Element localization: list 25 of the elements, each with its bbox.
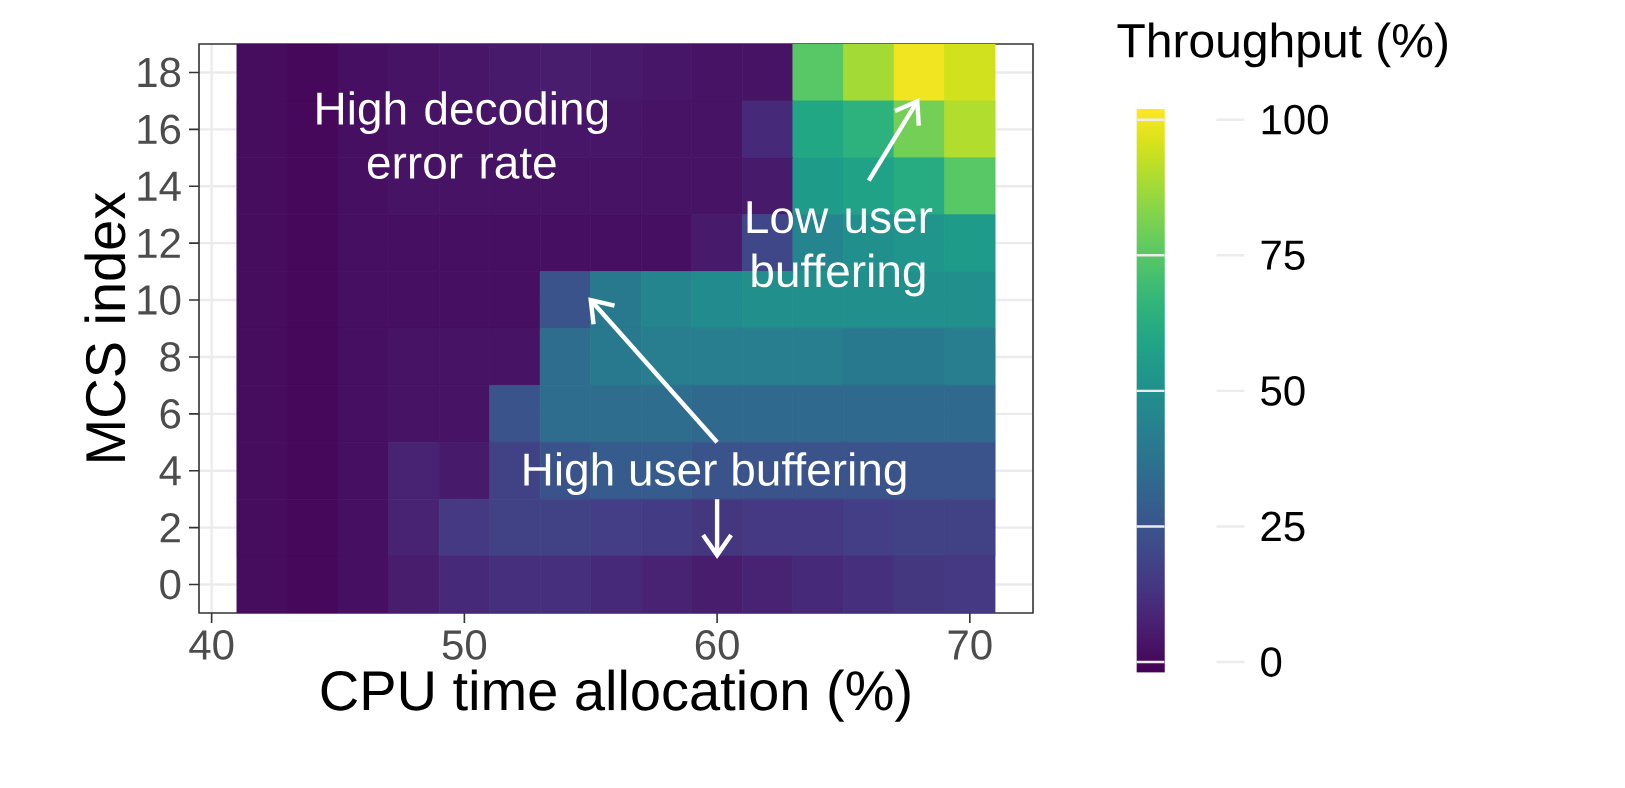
y-tick-label: 2: [160, 512, 180, 543]
color-bar-label: 50: [1261, 376, 1305, 406]
color-bar-label: 75: [1261, 240, 1305, 270]
color-bar-label: 25: [1261, 511, 1305, 542]
x-tick-label: 50: [442, 630, 487, 660]
x-axis-title: CPU time allocation (%): [321, 669, 910, 722]
y-tick-label: 6: [160, 398, 181, 429]
annotation: High user buffering: [524, 452, 906, 496]
y-tick-label: 18: [138, 57, 181, 88]
x-tick-label: 70: [948, 630, 992, 660]
annotation: Low user buffering: [747, 201, 933, 297]
y-axis-title: MCS index: [84, 192, 126, 461]
y-tick-label: 14: [138, 171, 181, 201]
annotation: High decoding error rate: [317, 91, 608, 179]
y-tick-label: 4: [159, 456, 181, 486]
x-tick-label: 60: [695, 630, 739, 660]
y-tick-label: 12: [138, 228, 180, 258]
y-tick-label: 0: [160, 569, 181, 600]
color-bar-label: 0: [1261, 647, 1282, 677]
y-tick-label: 10: [138, 285, 181, 315]
color-bar-label: 100: [1262, 104, 1328, 135]
y-tick-label: 16: [138, 114, 181, 145]
x-tick-label: 40: [189, 630, 234, 660]
color-bar-title: Throughput (%): [1117, 22, 1447, 68]
y-tick-label: 8: [160, 342, 181, 372]
